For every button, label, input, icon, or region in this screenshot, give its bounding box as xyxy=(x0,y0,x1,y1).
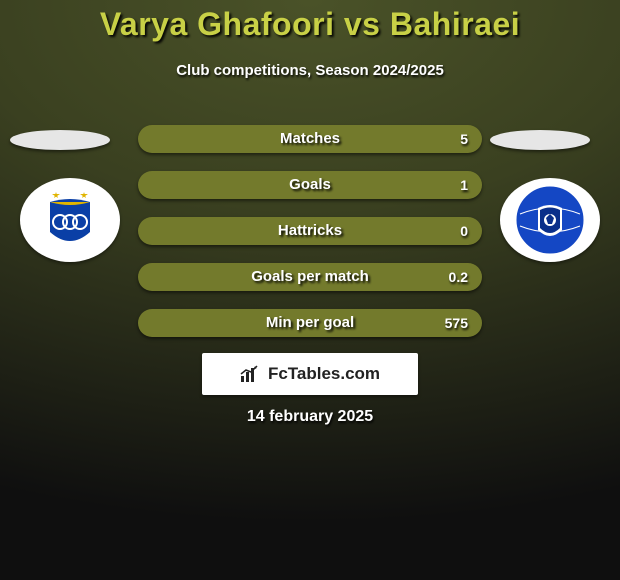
stat-bar-value-right: 575 xyxy=(445,309,468,337)
stat-bar: Goals1 xyxy=(138,171,482,199)
player-left-crest xyxy=(20,178,120,262)
player-right-crest xyxy=(500,178,600,262)
page-subtitle: Club competitions, Season 2024/2025 xyxy=(0,62,620,79)
stat-bar-value-right: 5 xyxy=(460,125,468,153)
crest-right-icon xyxy=(500,178,600,262)
brand-text: FcTables.com xyxy=(268,364,380,384)
brand-badge: FcTables.com xyxy=(202,353,418,395)
stat-bar: Matches5 xyxy=(138,125,482,153)
stat-bar-label: Goals xyxy=(138,171,482,199)
stat-bar: Goals per match0.2 xyxy=(138,263,482,291)
player-right-shadow-oval xyxy=(490,130,590,150)
page-title: Varya Ghafoori vs Bahiraei xyxy=(0,6,620,43)
comparison-infographic: Varya Ghafoori vs Bahiraei Club competit… xyxy=(0,0,620,580)
stat-bar-value-right: 1 xyxy=(460,171,468,199)
comparison-bar-list: Matches5Goals1Hattricks0Goals per match0… xyxy=(138,125,482,355)
stat-bar-label: Min per goal xyxy=(138,309,482,337)
brand-chart-icon xyxy=(240,365,262,383)
stat-bar-label: Goals per match xyxy=(138,263,482,291)
infographic-date: 14 february 2025 xyxy=(0,408,620,426)
player-left-shadow-oval xyxy=(10,130,110,150)
stat-bar-value-right: 0 xyxy=(460,217,468,245)
stat-bar: Hattricks0 xyxy=(138,217,482,245)
stat-bar-label: Hattricks xyxy=(138,217,482,245)
stat-bar: Min per goal575 xyxy=(138,309,482,337)
stat-bar-value-right: 0.2 xyxy=(449,263,468,291)
crest-left-icon xyxy=(20,178,120,262)
stat-bar-label: Matches xyxy=(138,125,482,153)
